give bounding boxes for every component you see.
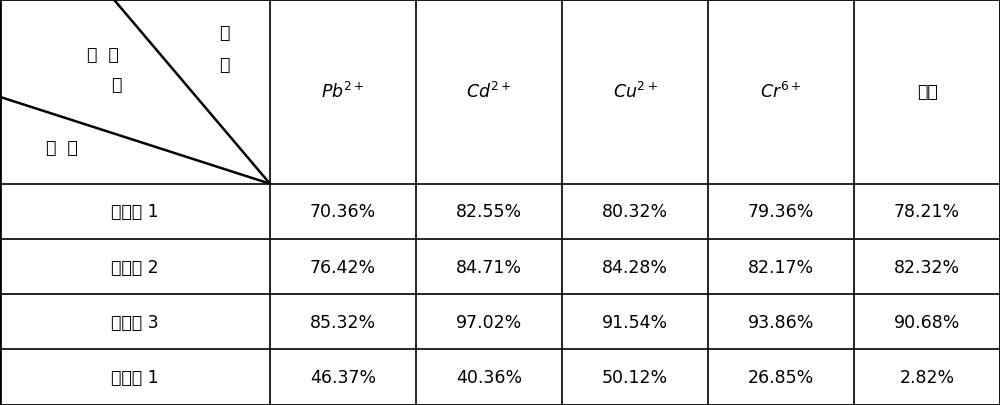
Text: 97.02%: 97.02%	[456, 313, 522, 331]
Text: 实施例 1: 实施例 1	[111, 203, 159, 221]
Text: $Pb^{2+}$: $Pb^{2+}$	[321, 82, 365, 102]
Text: 78.21%: 78.21%	[894, 203, 960, 221]
Text: $Cd^{2+}$: $Cd^{2+}$	[466, 82, 512, 102]
Text: $Cr^{6+}$: $Cr^{6+}$	[760, 82, 802, 102]
Text: 90.68%: 90.68%	[894, 313, 960, 331]
Text: 吸  附: 吸 附	[87, 46, 118, 64]
Text: 率: 率	[111, 76, 121, 94]
Text: 79.36%: 79.36%	[748, 203, 814, 221]
Text: 苯酚: 苯酚	[917, 83, 937, 101]
Text: 91.54%: 91.54%	[602, 313, 668, 331]
Text: $Cu ^{2+}$: $Cu ^{2+}$	[613, 82, 657, 102]
Text: 实施例 3: 实施例 3	[111, 313, 159, 331]
Text: 82.32%: 82.32%	[894, 258, 960, 276]
Text: 对比例 1: 对比例 1	[111, 368, 159, 386]
Text: 84.28%: 84.28%	[602, 258, 668, 276]
Text: 82.55%: 82.55%	[456, 203, 522, 221]
Text: 物: 物	[219, 24, 229, 42]
Text: 70.36%: 70.36%	[310, 203, 376, 221]
Text: 50.12%: 50.12%	[602, 368, 668, 386]
Text: 40.36%: 40.36%	[456, 368, 522, 386]
Text: 实施例 2: 实施例 2	[111, 258, 159, 276]
Text: 82.17%: 82.17%	[748, 258, 814, 276]
Text: 80.32%: 80.32%	[602, 203, 668, 221]
Text: 84.71%: 84.71%	[456, 258, 522, 276]
Text: 2.82%: 2.82%	[899, 368, 955, 386]
Text: 76.42%: 76.42%	[310, 258, 376, 276]
Text: 46.37%: 46.37%	[310, 368, 376, 386]
Text: 质: 质	[219, 55, 229, 73]
Text: 85.32%: 85.32%	[310, 313, 376, 331]
Text: 93.86%: 93.86%	[748, 313, 814, 331]
Text: 26.85%: 26.85%	[748, 368, 814, 386]
Text: 实  例: 实 例	[46, 139, 78, 156]
